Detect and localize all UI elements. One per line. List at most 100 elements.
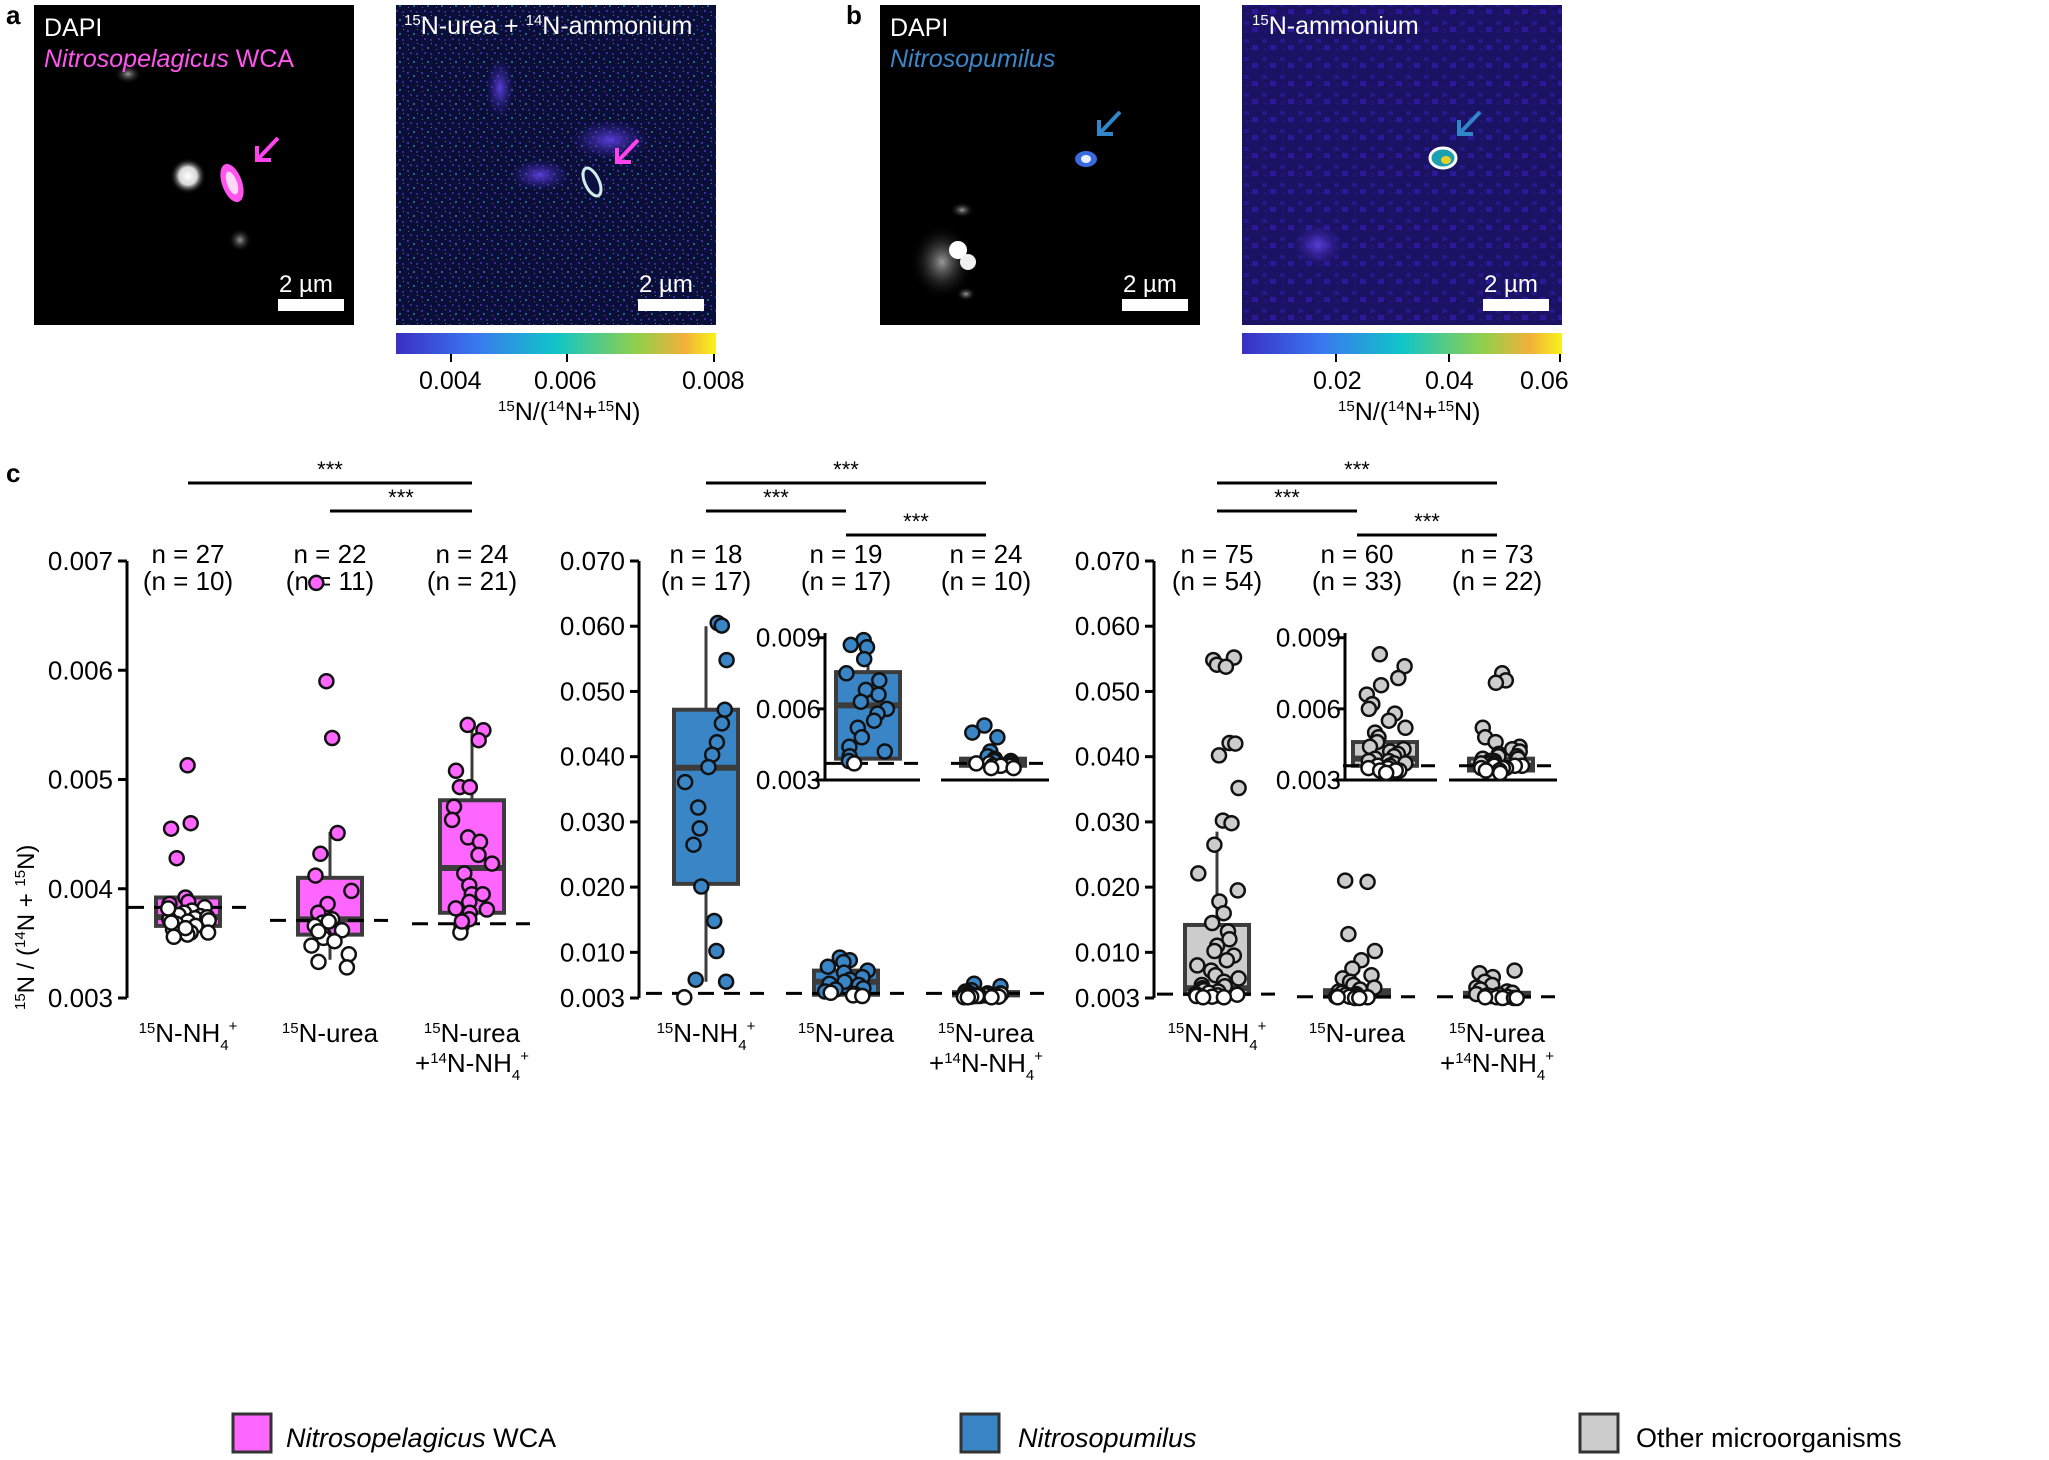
inset-plot: 0.009 0.006 0.003: [756, 623, 1049, 795]
chart-2: 0.070 0.060 0.050 0.040 0.030 0.020 0.010 0.003…: [560, 457, 1049, 1084]
data-point: [1506, 962, 1523, 979]
box-3: [1437, 962, 1555, 1007]
scale-bar: [1122, 299, 1188, 311]
data-point: [705, 912, 723, 930]
data-point: [1218, 951, 1236, 969]
n-label: n = 60: [1320, 539, 1393, 569]
data-point: [1223, 814, 1240, 832]
y-tick-label: 0.060: [560, 611, 625, 641]
inset-y-tick-label: 0.009: [756, 623, 821, 653]
colorbar-tick: 0.02: [1313, 367, 1362, 395]
data-point: [713, 715, 731, 732]
data-point: [1217, 658, 1235, 675]
arrow-icon: [255, 136, 280, 162]
colorbar-tick: 0.008: [682, 367, 745, 395]
data-point: [689, 799, 707, 816]
inset-data-point: [855, 650, 873, 668]
n-label: n = 24: [435, 539, 508, 569]
data-point: [959, 989, 977, 1006]
inset-data-point: [842, 636, 860, 654]
legend-label: Other microorganisms: [1636, 1423, 1902, 1453]
significance-label: ***: [763, 485, 789, 510]
x-tick-label: 15N-urea: [424, 1018, 521, 1048]
arrow-icon: [1097, 110, 1122, 136]
box-1: [646, 614, 764, 1006]
data-point: [307, 867, 324, 884]
n-label: (n = 17): [661, 566, 751, 596]
y-tick-label: 0.030: [1075, 807, 1140, 837]
data-point: [168, 849, 185, 867]
significance-label: ***: [1274, 485, 1300, 510]
data-point: [983, 989, 1000, 1006]
data-point: [716, 701, 734, 718]
data-point: [676, 773, 694, 791]
data-point: [693, 878, 710, 895]
panel-label-a: a: [6, 0, 21, 30]
data-point: [708, 942, 725, 960]
significance-label: ***: [903, 509, 929, 534]
data-point: [483, 855, 501, 872]
data-point: [159, 900, 177, 917]
inset-data-point: [1477, 762, 1495, 779]
inset-data-point: [982, 759, 1000, 777]
y-tick-label: 0.005: [48, 765, 113, 795]
x-tick-label: 15N-urea: [938, 1018, 1035, 1048]
colorbar-label: 15N/(14N+15N): [498, 398, 640, 426]
data-point: [1340, 925, 1357, 943]
colorbar-label: 15N/(14N+15N): [1338, 398, 1480, 426]
n-label: (n = 33): [1312, 566, 1402, 596]
inset-data-point: [1397, 719, 1414, 737]
x-tick-label: 15N-NH4+: [1168, 1018, 1267, 1054]
inset-data-point: [838, 665, 855, 682]
data-point: [459, 716, 476, 734]
data-point: [470, 731, 487, 749]
n-label: (n = 11): [286, 566, 374, 596]
data-point: [718, 651, 735, 669]
inset-data-point: [865, 712, 883, 729]
box-1: [1157, 649, 1275, 1006]
legend-label: Nitrosopumilus: [1018, 1423, 1197, 1453]
data-point: [445, 798, 463, 816]
data-point: [447, 762, 465, 780]
y-tick-label: 0.070: [1075, 546, 1140, 576]
y-tick-label: 0.030: [560, 807, 625, 837]
y-tick-label: 0.070: [560, 546, 625, 576]
n-label: (n = 10): [941, 566, 1031, 596]
colorbar-tick: 0.006: [534, 367, 597, 395]
scale-bar: [638, 299, 704, 311]
inset-plot: 0.009 0.006 0.003: [1276, 623, 1557, 795]
inset-data-point: [1487, 674, 1505, 692]
x-tick-label: 15N-NH4+: [657, 1018, 756, 1054]
legend-item-nitrosopelagicus: Nitrosopelagicus WCA: [231, 1412, 556, 1454]
chart-1: 0.007 0.006 0.005 0.004 0.003 n = 27(n = 10) n…: [48, 457, 530, 1084]
data-point: [182, 814, 199, 832]
data-point: [1230, 970, 1247, 987]
panel-a-nanosims-image: 15N-urea + 14N-ammonium 2 µm: [396, 5, 716, 325]
legend-item-nitrosopumilus: Nitrosopumilus: [959, 1412, 1197, 1454]
data-point: [1366, 942, 1384, 960]
x-tick-label: 15N-urea: [1309, 1018, 1406, 1048]
data-point: [470, 846, 487, 864]
panel-a-scale-label: 2 µm: [279, 271, 333, 298]
y-tick-label: 0.004: [48, 874, 113, 904]
data-point: [312, 845, 329, 863]
panel-b-dapi-title: DAPI: [890, 14, 948, 42]
box: [672, 707, 740, 886]
data-point: [179, 757, 196, 774]
inset-data-point: [845, 755, 863, 772]
data-point: [1210, 747, 1228, 764]
n-label: n = 27: [151, 539, 224, 569]
x-tick-label: 15N-urea: [798, 1018, 895, 1048]
panel-a-dapi-title: DAPI: [44, 14, 102, 42]
y-tick-label: 0.003: [1075, 983, 1140, 1013]
legend-swatch: [1578, 1412, 1620, 1454]
y-tick-label: 0.010: [560, 937, 625, 967]
data-point: [453, 913, 471, 930]
data-point: [1508, 989, 1525, 1007]
data-point: [1476, 989, 1494, 1006]
data-point: [310, 953, 327, 971]
data-point: [443, 811, 461, 829]
y-axis-label: 15N / (14N + 15N): [12, 845, 40, 1010]
y-tick-label: 0.003: [48, 983, 113, 1013]
